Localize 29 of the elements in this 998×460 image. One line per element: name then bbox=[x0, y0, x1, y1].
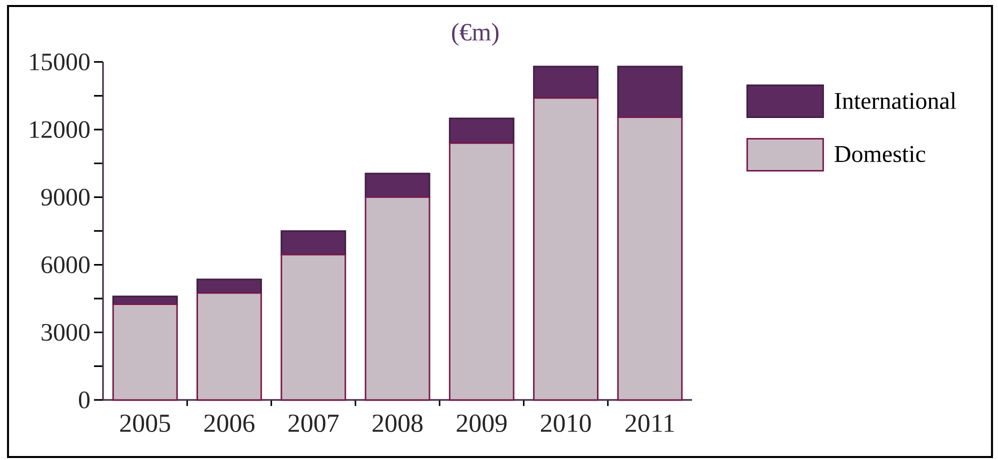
x-tick-label: 2006 bbox=[204, 414, 254, 432]
bar bbox=[617, 66, 683, 118]
bar bbox=[364, 196, 430, 401]
bar bbox=[448, 142, 514, 401]
x-tick-label: 2005 bbox=[120, 414, 170, 432]
y-tick-label: 6000 bbox=[42, 256, 90, 274]
y-tick-label: 0 bbox=[78, 392, 90, 408]
x-tick-label: 2008 bbox=[372, 414, 423, 432]
y-tick-label: 12000 bbox=[30, 121, 90, 138]
x-tick-label: 2007 bbox=[288, 414, 339, 432]
chart-title: (€m) bbox=[452, 23, 498, 46]
bar bbox=[112, 303, 178, 401]
bar bbox=[617, 116, 683, 401]
bar bbox=[533, 66, 599, 99]
legend-label: Domestic bbox=[834, 146, 926, 162]
bar bbox=[280, 254, 346, 401]
bar bbox=[364, 172, 430, 198]
x-tick-label: 2011 bbox=[626, 414, 674, 432]
y-tick-label: 9000 bbox=[41, 188, 90, 206]
y-tick-label: 3000 bbox=[42, 324, 90, 341]
bar bbox=[196, 292, 262, 401]
x-tick-label: 2009 bbox=[456, 414, 507, 432]
bar bbox=[448, 118, 514, 144]
bar bbox=[280, 230, 346, 256]
bar bbox=[533, 97, 599, 401]
x-tick-label: 2010 bbox=[540, 414, 591, 432]
bar bbox=[196, 278, 262, 294]
y-tick-label: 15000 bbox=[30, 54, 90, 70]
legend-label: International bbox=[834, 92, 956, 110]
